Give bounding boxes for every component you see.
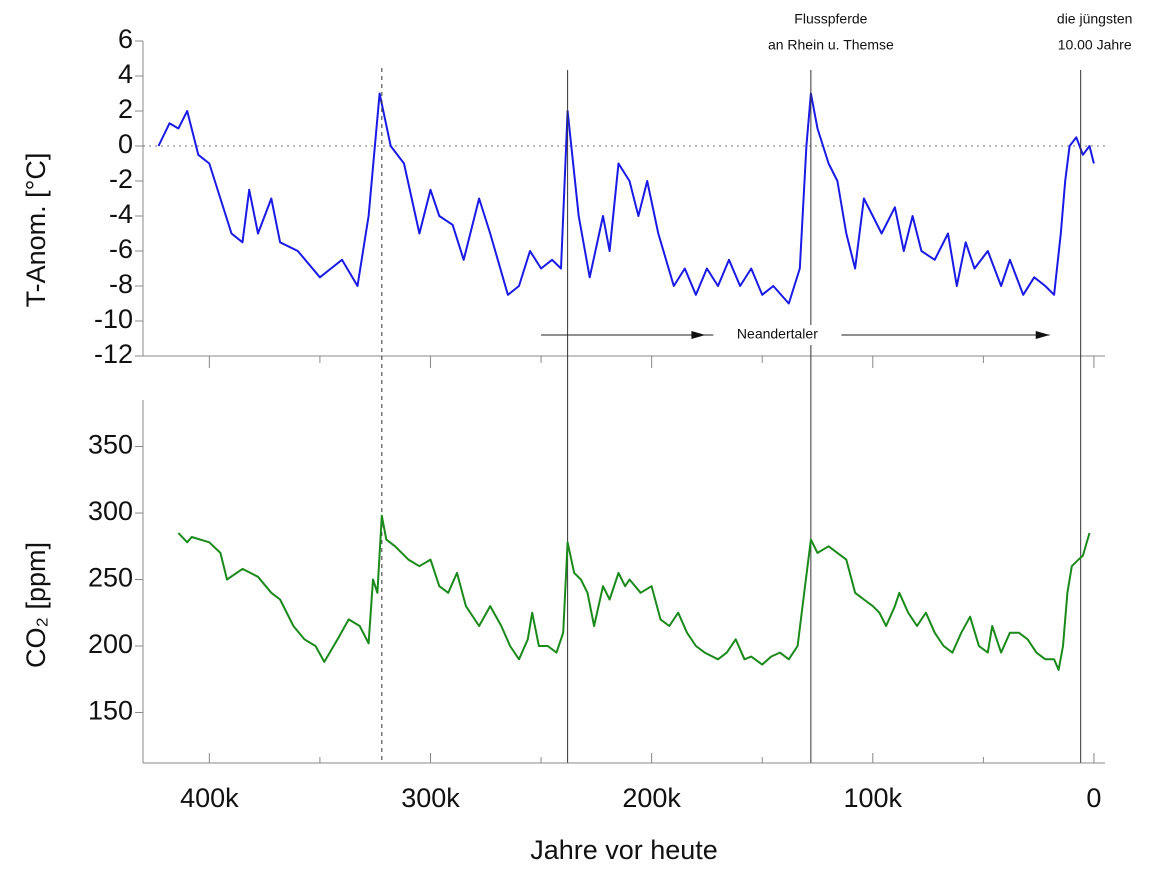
- label-background: [713, 325, 842, 345]
- data-line: [177, 514, 1091, 671]
- x-tick-label: 100k: [844, 783, 903, 813]
- y-tick-label: 0: [118, 129, 133, 159]
- y-tick-label: 250: [88, 563, 133, 593]
- y-tick-label: -6: [109, 234, 133, 264]
- x-tick-label: 300k: [401, 783, 460, 813]
- y-tick-label: 350: [88, 430, 133, 460]
- y-tick-label: -2: [109, 164, 133, 194]
- x-axis-label: Jahre vor heute: [530, 835, 718, 865]
- y-tick-label: 2: [118, 94, 133, 124]
- x-tick-label: 200k: [622, 783, 681, 813]
- y-tick-label: 300: [88, 496, 133, 526]
- y-axis-label: CO₂ [ppm]: [21, 542, 51, 668]
- y-tick-label: -12: [94, 339, 133, 369]
- annotation: Flusspferde: [794, 11, 867, 27]
- y-tick-label: 6: [118, 24, 133, 54]
- y-tick-label: 150: [88, 696, 133, 726]
- arrow-label: Neandertaler: [737, 326, 818, 342]
- y-tick-label: -8: [109, 269, 133, 299]
- data-line: [157, 92, 1095, 305]
- arrow-head: [691, 331, 706, 339]
- y-tick-label: 4: [118, 59, 133, 89]
- y-tick-label: -10: [94, 304, 133, 334]
- y-tick-label: -4: [109, 199, 133, 229]
- annotation: die jüngsten: [1057, 11, 1133, 27]
- x-tick-label: 400k: [180, 783, 239, 813]
- annotation: an Rhein u. Themse: [768, 37, 894, 53]
- arrow-head: [1035, 331, 1050, 339]
- y-tick-label: 200: [88, 629, 133, 659]
- annotation: 10.00 Jahre: [1058, 37, 1132, 53]
- x-tick-label: 0: [1086, 783, 1101, 813]
- y-axis-label: T-Anom. [°C]: [21, 153, 51, 308]
